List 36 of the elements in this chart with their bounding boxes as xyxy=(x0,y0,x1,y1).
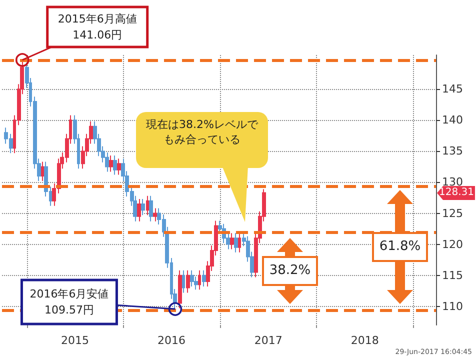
y-tick-label: 140 xyxy=(442,114,463,127)
annotation: 現在は38.2%レベルでもみ合っている xyxy=(145,117,260,147)
y-tick-label: 125 xyxy=(442,206,463,220)
y-tick-label: 110 xyxy=(442,300,463,313)
candlestick xyxy=(146,195,149,216)
y-tick-label: 145 xyxy=(442,82,463,96)
y-tick-label: 115 xyxy=(442,268,463,282)
candlestick xyxy=(113,155,117,176)
candlestick xyxy=(149,195,153,222)
candlestick xyxy=(234,232,238,253)
y-tick-label: 135 xyxy=(442,144,463,158)
y-tick-label: 120 xyxy=(442,238,463,251)
annotation: 38.2% xyxy=(262,256,318,286)
candlestick xyxy=(117,158,121,176)
x-tick-label: 2016 xyxy=(158,334,186,347)
annotation: 2015年6月高値 141.06円 xyxy=(58,12,137,42)
candlestick xyxy=(109,155,113,172)
candlestick xyxy=(238,232,241,253)
annotation: 61.8% xyxy=(372,232,428,262)
x-tick-label: 2017 xyxy=(254,334,282,347)
y-tick-label: 130 xyxy=(442,176,463,189)
candlestick xyxy=(178,270,182,309)
candlestick xyxy=(202,270,206,288)
annotation: 2016年6月安値 109.57円 xyxy=(30,288,109,317)
candlestick xyxy=(41,161,44,182)
candlestick xyxy=(182,270,185,294)
price-tag: 128.31 xyxy=(437,186,475,200)
candlestick xyxy=(230,232,234,250)
x-tick-label: 2015 xyxy=(60,334,89,347)
candlestick xyxy=(153,208,157,222)
candlestick xyxy=(190,270,194,288)
x-tick-label: 2018 xyxy=(350,334,379,347)
candlestick xyxy=(137,198,141,222)
candlestick xyxy=(198,270,201,290)
candlestick xyxy=(186,270,190,294)
candlestick xyxy=(141,198,145,216)
